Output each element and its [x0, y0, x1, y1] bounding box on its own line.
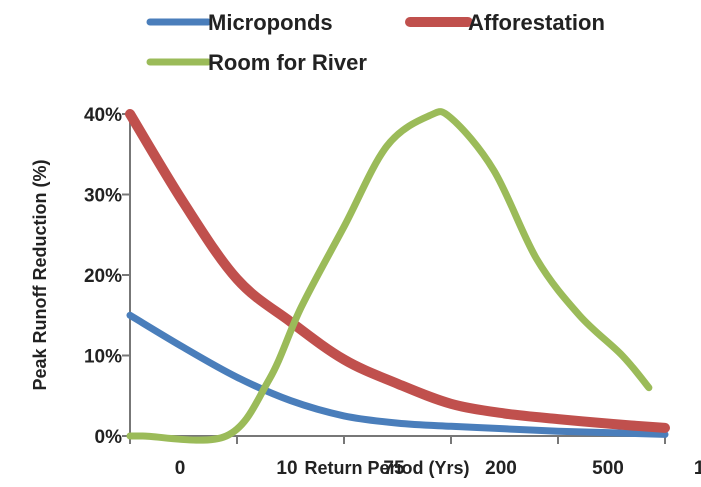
y-tick-label: 10%: [84, 347, 122, 368]
y-tick-label: 20%: [84, 266, 122, 287]
x-tick-label: 1000: [694, 458, 701, 479]
series-line-microponds: [126, 311, 669, 438]
legend: Microponds Afforestation Room for River: [146, 10, 605, 75]
x-tick-label: 500: [592, 458, 624, 479]
y-tick-label: 40%: [84, 105, 122, 126]
series-line-room-for-river: [126, 108, 653, 444]
y-tick-label: 0%: [95, 427, 123, 448]
x-tick-label: 0: [175, 458, 186, 479]
x-tick-label: 75: [383, 458, 405, 479]
x-tick-label: 200: [485, 458, 517, 479]
legend-label: Room for River: [208, 50, 367, 75]
y-tick-label: 30%: [84, 186, 122, 207]
series-line-afforestation: [125, 109, 670, 433]
x-tick-label: 10: [276, 458, 297, 479]
legend-label: Afforestation: [468, 10, 605, 35]
x-axis-title: Return Period (Yrs): [304, 458, 469, 478]
series-layer: [125, 108, 670, 444]
legend-label: Microponds: [208, 10, 333, 35]
y-axis-title: Peak Runoff Reduction (%): [30, 159, 50, 390]
axes: 0% 10% 20% 30% 40% 0 10 75 200 500 1000: [84, 105, 701, 479]
